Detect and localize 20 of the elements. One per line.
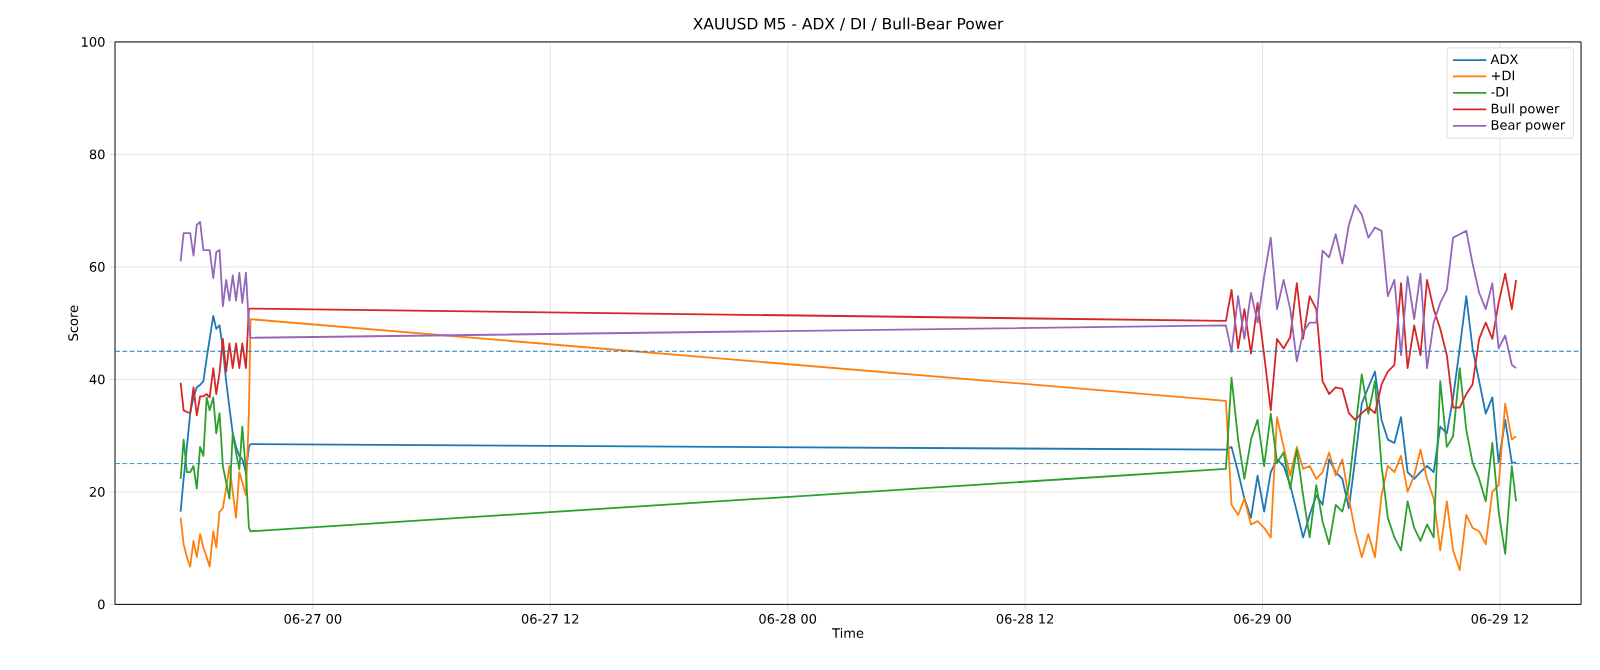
y-tick-label: 60 — [89, 261, 105, 272]
x-axis-title: Time — [832, 627, 864, 638]
x-tick-label: 06-28 12 — [996, 613, 1054, 624]
x-tick-label: 06-28 00 — [759, 613, 817, 624]
legend-label: Bear power — [1491, 119, 1566, 133]
y-tick-label: 0 — [98, 599, 105, 610]
x-tick-label: 06-27 00 — [284, 613, 342, 624]
y-tick-label: 40 — [89, 374, 105, 385]
legend-label: Bull power — [1491, 103, 1560, 116]
legend-label: -DI — [1491, 86, 1508, 97]
y-tick-label: 80 — [89, 149, 105, 160]
y-tick-label: 100 — [82, 36, 105, 47]
x-tick-label: 06-27 12 — [521, 613, 579, 624]
y-axis-title: Score — [68, 305, 79, 341]
x-tick-label: 06-29 12 — [1471, 613, 1528, 624]
legend-label: ADX — [1490, 54, 1518, 64]
y-tick-label: 20 — [89, 486, 105, 497]
chart-title: XAUUSD M5 - ADX / DI / Bull-Bear Power — [693, 17, 1004, 31]
x-tick-label: 06-29 00 — [1234, 613, 1291, 624]
legend-label: +DI — [1491, 70, 1515, 80]
